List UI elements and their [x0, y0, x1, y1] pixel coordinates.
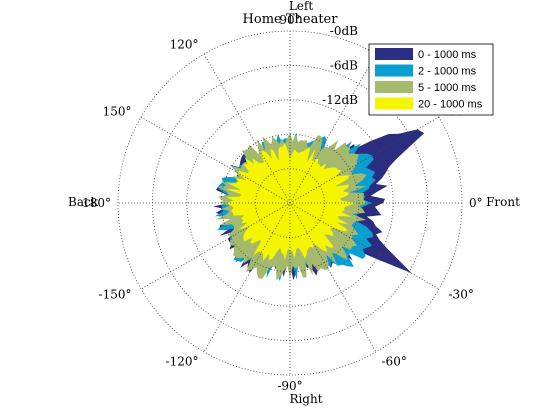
legend-swatch-2: [375, 64, 413, 77]
polar-grid: [117, 30, 463, 376]
direction-label-right: Right: [289, 392, 322, 406]
direction-label-back: Back: [68, 195, 99, 209]
grid-spoke-150: [140, 116, 440, 290]
angle-tick-label: 180°: [82, 196, 111, 210]
radial-tick-label: -0dB: [330, 24, 358, 38]
direction-label-front: Front: [486, 195, 520, 209]
angle-tick-label: -60°: [382, 355, 407, 369]
angle-tick-label: 150°: [103, 105, 132, 119]
tick-labels: 90°120°150°180°-150°-120°-90°-60°-30°0°3…: [82, 13, 483, 393]
legend-swatch-3: [375, 81, 413, 93]
legend-label-1: 0 - 1000 ms: [418, 49, 477, 61]
legend-label-2: 2 - 1000 ms: [418, 66, 477, 78]
grid-spoke-60: [203, 53, 377, 353]
legend: 0 - 1000 ms 2 - 1000 ms 5 - 1000 ms 20 - 10…: [368, 43, 494, 116]
angle-tick-label: -150°: [99, 288, 132, 302]
chart-title: Home Theater: [243, 12, 339, 27]
grid-spoke-120: [203, 53, 377, 353]
series-area-4: [225, 142, 356, 261]
angle-tick-label: -120°: [166, 355, 199, 369]
angle-tick-label: -90°: [277, 379, 302, 393]
angle-tick-label: 120°: [170, 38, 199, 52]
legend-swatch-4: [375, 97, 413, 110]
data-series: [213, 129, 425, 282]
legend-label-4: 20 - 1000 ms: [418, 99, 483, 111]
grid-circle-3: [186, 99, 394, 307]
legend-swatch-1: [375, 48, 413, 60]
angle-tick-label: 0°: [469, 196, 483, 210]
angle-tick-label: -30°: [449, 288, 474, 302]
angle-tick-label: 90°: [279, 13, 300, 27]
radial-tick-label: -6dB: [330, 58, 358, 72]
direction-label-left: Left: [289, 0, 314, 13]
radial-tick-label: -12dB: [322, 93, 358, 107]
grid-circle-5: [255, 168, 325, 238]
grid-circle-4: [220, 133, 360, 273]
legend-label-3: 5 - 1000 ms: [418, 82, 477, 94]
